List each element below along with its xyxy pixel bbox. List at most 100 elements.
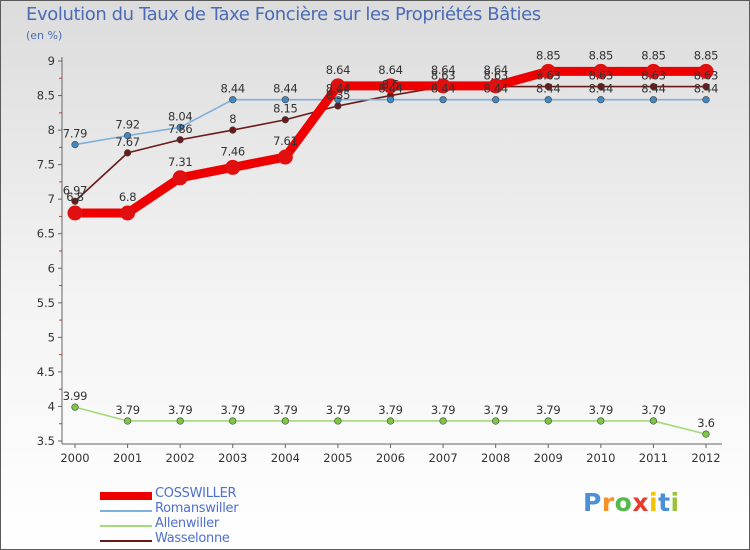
data-point-allenwiller — [597, 417, 605, 425]
x-tick-label: 2010 — [586, 451, 615, 465]
logo-letter: i — [649, 488, 659, 517]
data-label-romanswiller: 8.44 — [378, 82, 402, 96]
data-point-wasselonne — [334, 102, 342, 110]
legend-swatch-cosswiller — [100, 492, 152, 500]
x-tick-label: 2012 — [691, 451, 720, 465]
x-tick-label: 2003 — [218, 451, 247, 465]
data-point-allenwiller — [649, 417, 658, 425]
data-label-allenwiller: 3.79 — [221, 403, 245, 417]
data-label-allenwiller: 3.79 — [431, 403, 455, 417]
logo-letter: t — [658, 488, 671, 517]
data-point-cosswiller — [593, 63, 609, 79]
logo-letter: r — [601, 488, 615, 517]
data-point-cosswiller — [540, 63, 556, 79]
data-point-cosswiller — [488, 78, 504, 94]
data-label-wasselonne: 8.63 — [483, 69, 507, 83]
data-point-romanswiller — [702, 96, 710, 104]
data-label-allenwiller: 3.79 — [115, 403, 139, 417]
data-point-cosswiller — [383, 78, 398, 94]
data-point-romanswiller — [439, 96, 447, 104]
data-label-cosswiller: 6.8 — [119, 190, 136, 204]
y-tick-label: 3.5 — [37, 434, 55, 448]
data-point-romanswiller — [229, 96, 237, 104]
y-tick-label: 5 — [48, 330, 55, 344]
data-label-romanswiller: 7.79 — [63, 127, 87, 141]
data-point-allenwiller — [386, 417, 395, 425]
data-point-romanswiller — [386, 96, 395, 104]
data-point-cosswiller — [645, 63, 661, 79]
data-label-wasselonne: 8.63 — [589, 69, 613, 83]
data-label-allenwiller: 3.6 — [697, 416, 714, 430]
data-label-wasselonne: 8.63 — [641, 69, 665, 83]
data-label-wasselonne: 8 — [229, 112, 236, 126]
data-label-romanswiller: 8.44 — [326, 82, 350, 96]
data-label-allenwiller: 3.79 — [536, 403, 560, 417]
y-tick-label: 6 — [48, 261, 55, 275]
data-label-cosswiller: 6.8 — [66, 190, 83, 204]
legend-label-romanswiller: Romanswiller — [155, 501, 239, 516]
data-point-allenwiller — [702, 430, 710, 438]
legend-label-wasselonne: Wasselonne — [155, 531, 230, 546]
data-point-cosswiller — [67, 205, 83, 221]
data-label-cosswiller: 8.85 — [641, 48, 665, 62]
data-point-cosswiller — [120, 205, 136, 221]
y-tick-label: 9 — [48, 54, 55, 68]
data-point-romanswiller — [281, 96, 289, 104]
data-label-romanswiller: 8.44 — [431, 82, 455, 96]
data-label-romanswiller: 8.44 — [536, 82, 560, 96]
data-point-romanswiller — [597, 96, 605, 104]
data-point-cosswiller — [172, 170, 188, 186]
data-point-wasselonne — [544, 82, 552, 91]
data-label-romanswiller: 8.44 — [221, 82, 245, 96]
y-tick-label: 8.5 — [37, 89, 55, 103]
data-label-romanswiller: 8.44 — [483, 82, 507, 96]
data-label-cosswiller: 8.64 — [431, 63, 455, 77]
data-label-cosswiller: 7.46 — [221, 144, 245, 158]
data-label-cosswiller: 7.61 — [273, 134, 297, 148]
data-point-allenwiller — [439, 417, 447, 425]
data-label-cosswiller: 8.64 — [378, 63, 402, 77]
logo-letter: P — [583, 488, 602, 517]
y-tick-label: 7 — [48, 192, 55, 206]
data-point-wasselonne — [649, 82, 658, 91]
data-label-allenwiller: 3.99 — [63, 389, 87, 403]
legend-swatch-romanswiller — [100, 510, 152, 512]
legend-swatch-allenwiller — [100, 525, 152, 527]
data-point-cosswiller — [330, 78, 346, 94]
y-tick-label: 7.5 — [37, 158, 55, 172]
data-label-romanswiller: 7.92 — [115, 118, 139, 132]
data-label-romanswiller: 8.44 — [641, 82, 665, 96]
x-tick-label: 2006 — [376, 451, 405, 465]
data-point-wasselonne — [176, 136, 184, 144]
data-point-wasselonne — [597, 82, 605, 91]
data-label-allenwiller: 3.79 — [589, 403, 613, 417]
x-tick-label: 2008 — [481, 451, 510, 465]
data-point-allenwiller — [229, 417, 237, 425]
data-point-allenwiller — [334, 417, 342, 425]
data-label-wasselonne: 6.97 — [63, 183, 87, 197]
data-label-allenwiller: 3.79 — [641, 403, 665, 417]
data-label-wasselonne: 8.63 — [694, 69, 718, 83]
data-label-allenwiller: 3.79 — [168, 403, 192, 417]
data-point-cosswiller — [435, 78, 451, 94]
data-point-allenwiller — [71, 403, 79, 411]
data-label-romanswiller: 8.44 — [273, 82, 297, 96]
data-point-romanswiller — [71, 141, 79, 149]
data-point-romanswiller — [492, 96, 500, 104]
data-label-wasselonne: 8.35 — [326, 88, 350, 102]
data-point-wasselonne — [281, 116, 289, 124]
logo-letter: x — [632, 488, 649, 517]
data-point-allenwiller — [281, 417, 289, 425]
data-point-allenwiller — [544, 417, 552, 425]
data-label-cosswiller: 8.64 — [483, 63, 507, 77]
x-tick-label: 2005 — [323, 451, 352, 465]
data-point-wasselonne — [123, 149, 132, 157]
x-tick-label: 2009 — [534, 451, 563, 465]
data-point-allenwiller — [123, 417, 132, 425]
data-point-wasselonne — [702, 82, 710, 91]
data-label-wasselonne: 8.63 — [536, 69, 560, 83]
data-label-allenwiller: 3.79 — [378, 403, 402, 417]
data-label-cosswiller: 8.64 — [326, 63, 350, 77]
